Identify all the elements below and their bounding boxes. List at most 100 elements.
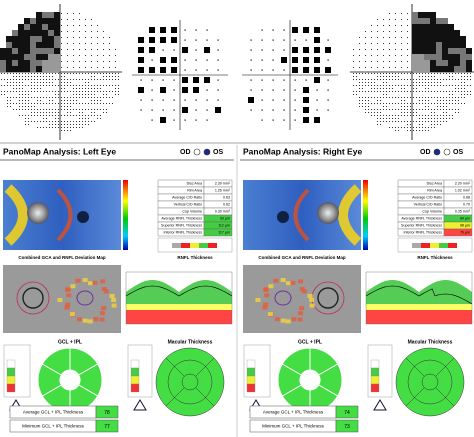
field-dot [31, 76, 32, 77]
field-dot [7, 73, 8, 74]
parameter-value: 0.68 [463, 196, 470, 200]
field-dot [76, 100, 77, 101]
field-cell [6, 54, 12, 60]
deviation-dot [272, 59, 274, 61]
macular-title: Macular Thickness [408, 339, 453, 345]
field-dot [416, 109, 417, 110]
field-dot [10, 97, 11, 98]
spoke [435, 387, 455, 407]
field-dot [452, 91, 453, 92]
field-dot [437, 103, 438, 104]
field-dot [377, 19, 378, 20]
field-dot [88, 115, 89, 116]
field-dot [443, 85, 444, 86]
field-dot [115, 61, 116, 62]
deviation-square [182, 77, 188, 83]
deviation-dot [195, 99, 197, 101]
field-dot [61, 76, 62, 77]
deviation-dot [206, 39, 208, 41]
field-dot [67, 61, 68, 62]
field-dot [362, 73, 363, 74]
field-dot [112, 91, 113, 92]
field-dot [106, 91, 107, 92]
field-dot [100, 100, 101, 101]
field-dot [437, 109, 438, 110]
ring [181, 373, 199, 391]
field-dot [446, 106, 447, 107]
field-dot [458, 88, 459, 89]
field-cell [42, 18, 48, 24]
field-dot [425, 76, 426, 77]
field-dot [52, 97, 53, 98]
field-dot [380, 79, 381, 80]
field-dot [97, 67, 98, 68]
field-dot [437, 115, 438, 116]
field-dot [34, 73, 35, 74]
field-dot [76, 115, 77, 116]
field-dot [49, 91, 50, 92]
field-dot [383, 79, 384, 80]
field-dot [34, 82, 35, 83]
field-dot [94, 100, 95, 101]
field-cell [30, 48, 36, 54]
field-dot [49, 100, 50, 101]
deviation-dot [140, 99, 142, 101]
field-dot [431, 73, 432, 74]
field-dot [413, 88, 414, 89]
field-dot [374, 91, 375, 92]
field-dot [407, 13, 408, 14]
field-dot [380, 85, 381, 86]
field-dot [7, 103, 8, 104]
field-dot [407, 115, 408, 116]
field-dot [449, 94, 450, 95]
summary-cell [335, 419, 359, 433]
field-cell [42, 48, 48, 54]
field-dot [13, 82, 14, 83]
field-dot [52, 121, 53, 122]
field-dot [100, 88, 101, 89]
field-dot [407, 130, 408, 131]
field-dot [28, 91, 29, 92]
field-dot [46, 82, 47, 83]
field-dot [455, 79, 456, 80]
field-dot [103, 55, 104, 56]
summary-label: Minimum GCL + IPL Thickness [22, 424, 84, 429]
field-cell [436, 18, 442, 24]
deviation-pixel [297, 317, 303, 322]
deviation-square [171, 27, 177, 33]
field-cell [30, 54, 36, 60]
field-dot [401, 13, 402, 14]
field-dot [353, 55, 354, 56]
field-dot [100, 91, 101, 92]
field-dot [88, 103, 89, 104]
field-dot [386, 109, 387, 110]
field-dot [103, 79, 104, 80]
field-dot [359, 103, 360, 104]
field-cell [424, 36, 430, 42]
field-cell [442, 24, 448, 30]
field-dot [392, 97, 393, 98]
macula-ring [76, 290, 94, 306]
field-dot [401, 67, 402, 68]
field-dot [97, 97, 98, 98]
field-dot [25, 115, 26, 116]
deviation-dot [272, 89, 274, 91]
field-dot [392, 76, 393, 77]
parameter-value: 93 µm [220, 217, 230, 221]
field-dot [61, 49, 62, 50]
deviation-pixel [93, 317, 99, 322]
field-dot [91, 112, 92, 113]
field-cell [418, 42, 424, 48]
field-dot [58, 127, 59, 128]
field-dot [464, 79, 465, 80]
field-dot [464, 88, 465, 89]
field-dot [25, 106, 26, 107]
field-dot [431, 109, 432, 110]
field-dot [28, 121, 29, 122]
field-dot [115, 76, 116, 77]
field-dot [422, 115, 423, 116]
field-dot [79, 124, 80, 125]
field-cell [448, 54, 454, 60]
field-dot [452, 118, 453, 119]
